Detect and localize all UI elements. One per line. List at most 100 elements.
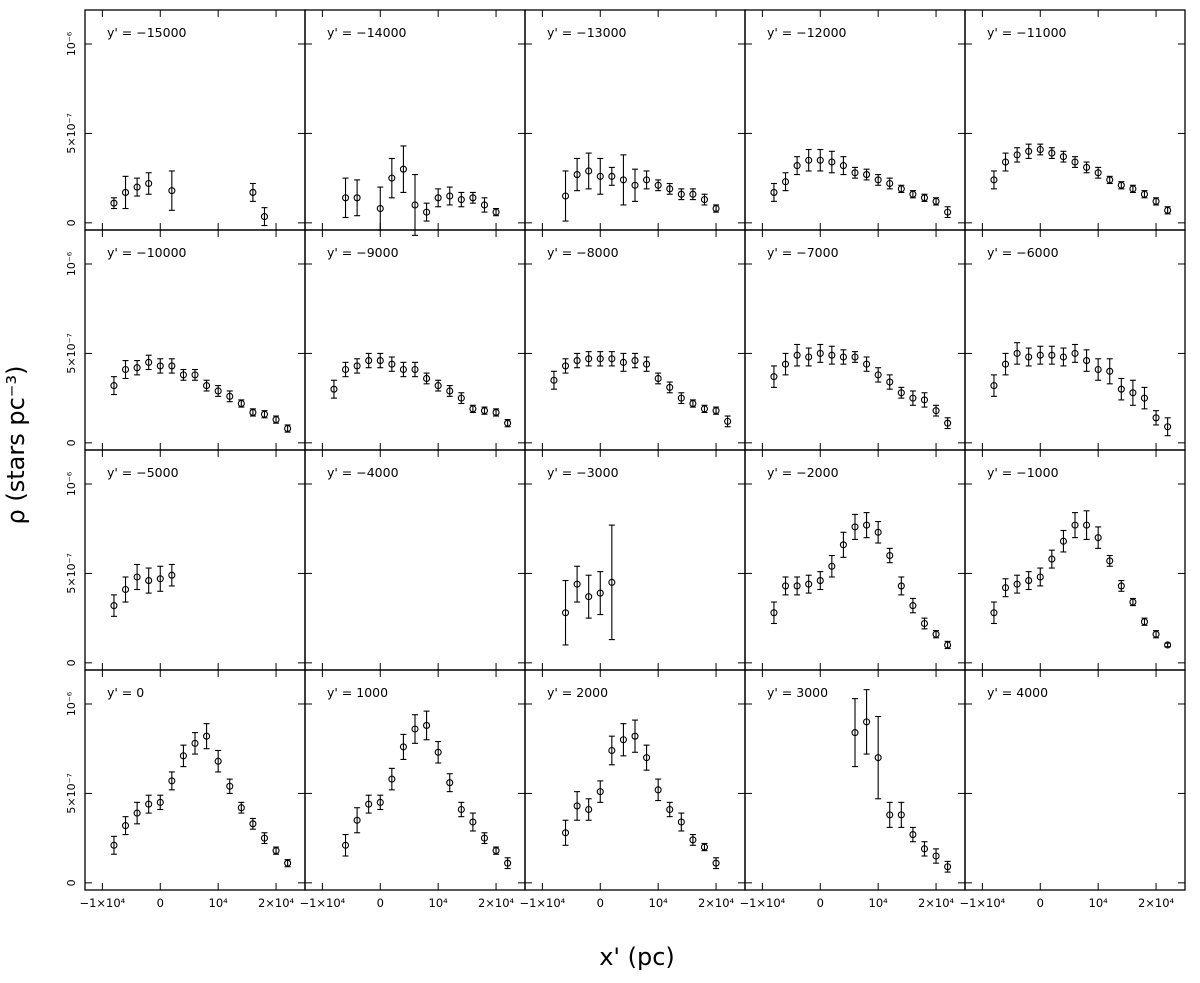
data-point bbox=[816, 156, 824, 164]
x-tick-label: 2×10⁴ bbox=[698, 896, 735, 910]
data-point bbox=[712, 859, 720, 867]
y-tick-label: 10⁻⁶ bbox=[65, 31, 78, 56]
data-point bbox=[423, 374, 431, 383]
x-tick-label: 0 bbox=[597, 896, 604, 910]
data-point bbox=[770, 188, 778, 196]
y-tick-label: 10⁻⁶ bbox=[65, 251, 78, 276]
panel: 0 5×10⁻⁷ 10⁻⁶ y' = −5000 bbox=[65, 449, 306, 671]
data-point bbox=[133, 809, 141, 817]
data-point bbox=[654, 181, 662, 189]
data-point bbox=[920, 396, 929, 404]
data-point bbox=[457, 805, 465, 814]
panel-frame bbox=[84, 449, 306, 671]
data-point bbox=[446, 779, 454, 787]
panel-title: y' = 1000 bbox=[327, 685, 388, 700]
panel: y' = −2000 bbox=[744, 449, 966, 671]
data-point bbox=[909, 190, 917, 198]
data-point bbox=[608, 578, 616, 586]
data-point bbox=[573, 357, 581, 365]
data-point bbox=[689, 836, 697, 844]
x-tick-label: 0 bbox=[377, 896, 384, 910]
data-point bbox=[121, 188, 130, 196]
data-point bbox=[897, 185, 905, 193]
y-tick-label: 0 bbox=[65, 219, 78, 226]
data-point bbox=[388, 775, 396, 783]
panel-title: y' = −14000 bbox=[327, 25, 407, 40]
data-point bbox=[909, 602, 917, 610]
data-point bbox=[712, 407, 720, 415]
data-point bbox=[700, 196, 709, 204]
data-point bbox=[341, 194, 350, 202]
data-point bbox=[886, 179, 894, 188]
data-point bbox=[677, 818, 685, 826]
x-tick-label: 0 bbox=[157, 896, 164, 910]
panel: 0 5×10⁻⁷ 10⁻⁶ y' = −15000 bbox=[65, 9, 306, 231]
data-point bbox=[1083, 521, 1091, 529]
data-point bbox=[631, 732, 639, 740]
data-point bbox=[1071, 158, 1079, 166]
data-point bbox=[423, 208, 431, 216]
data-point bbox=[689, 190, 697, 198]
data-point bbox=[863, 521, 871, 529]
panel-title: y' = −2000 bbox=[767, 465, 839, 480]
data-point bbox=[434, 382, 442, 390]
y-tick-label: 5×10⁻⁷ bbox=[65, 113, 78, 153]
data-point bbox=[619, 358, 627, 366]
data-point bbox=[1025, 353, 1033, 361]
data-point bbox=[145, 577, 153, 585]
x-tick-label: 0 bbox=[1037, 896, 1044, 910]
data-point bbox=[365, 800, 373, 808]
data-point bbox=[469, 194, 477, 202]
data-point bbox=[561, 609, 570, 617]
data-point bbox=[376, 357, 384, 365]
data-point bbox=[156, 362, 164, 370]
y-tick-label: 5×10⁻⁷ bbox=[65, 333, 78, 373]
data-point bbox=[839, 353, 847, 361]
x-tick-label: 2×10⁴ bbox=[478, 896, 515, 910]
data-point bbox=[1117, 385, 1125, 393]
x-tick-label: 2×10⁴ bbox=[258, 896, 295, 910]
data-point bbox=[631, 181, 639, 189]
data-point bbox=[353, 362, 361, 370]
x-tick-label: 10⁴ bbox=[869, 896, 889, 910]
data-point bbox=[1013, 349, 1021, 357]
data-point bbox=[1036, 351, 1044, 359]
panel-title: y' = −7000 bbox=[767, 245, 839, 260]
data-point bbox=[133, 364, 141, 372]
y-tick-label: 10⁻⁶ bbox=[65, 471, 78, 496]
x-tick-label: −1×10⁴ bbox=[739, 896, 785, 910]
data-point bbox=[643, 176, 651, 184]
panel-title: y' = −6000 bbox=[987, 245, 1059, 260]
data-point bbox=[573, 580, 581, 588]
data-point bbox=[237, 804, 245, 812]
data-point bbox=[1164, 206, 1172, 214]
panel: y' = −12000 bbox=[744, 9, 966, 231]
data-point bbox=[260, 410, 269, 418]
panel-title: y' = −1000 bbox=[987, 465, 1059, 480]
data-point bbox=[689, 399, 697, 408]
panel: −1×10⁴ 0 10⁴ 2×10⁴ y' = 2000 bbox=[519, 669, 746, 910]
data-point bbox=[133, 573, 141, 581]
data-point bbox=[700, 843, 709, 851]
panel: −1×10⁴ 0 10⁴ 2×10⁴ y' = 4000 bbox=[959, 669, 1186, 910]
data-point bbox=[990, 176, 998, 184]
data-point bbox=[1059, 153, 1067, 161]
panel-frame bbox=[964, 449, 1186, 671]
x-tick-label: 0 bbox=[817, 896, 824, 910]
data-point bbox=[585, 593, 593, 601]
data-point bbox=[932, 852, 940, 860]
data-point bbox=[1117, 582, 1125, 590]
y-tick-label: 0 bbox=[65, 879, 78, 886]
data-point bbox=[608, 355, 616, 363]
data-point bbox=[677, 394, 685, 402]
data-point bbox=[816, 577, 824, 585]
panel: y' = −4000 bbox=[304, 449, 526, 671]
data-point bbox=[596, 589, 604, 597]
data-point bbox=[619, 176, 627, 184]
panel-title: y' = −10000 bbox=[107, 245, 187, 260]
panel-title: y' = −5000 bbox=[107, 465, 179, 480]
panel-title: y' = 4000 bbox=[987, 685, 1048, 700]
data-point bbox=[1001, 158, 1010, 166]
data-point bbox=[191, 371, 199, 379]
data-point bbox=[1025, 147, 1033, 155]
